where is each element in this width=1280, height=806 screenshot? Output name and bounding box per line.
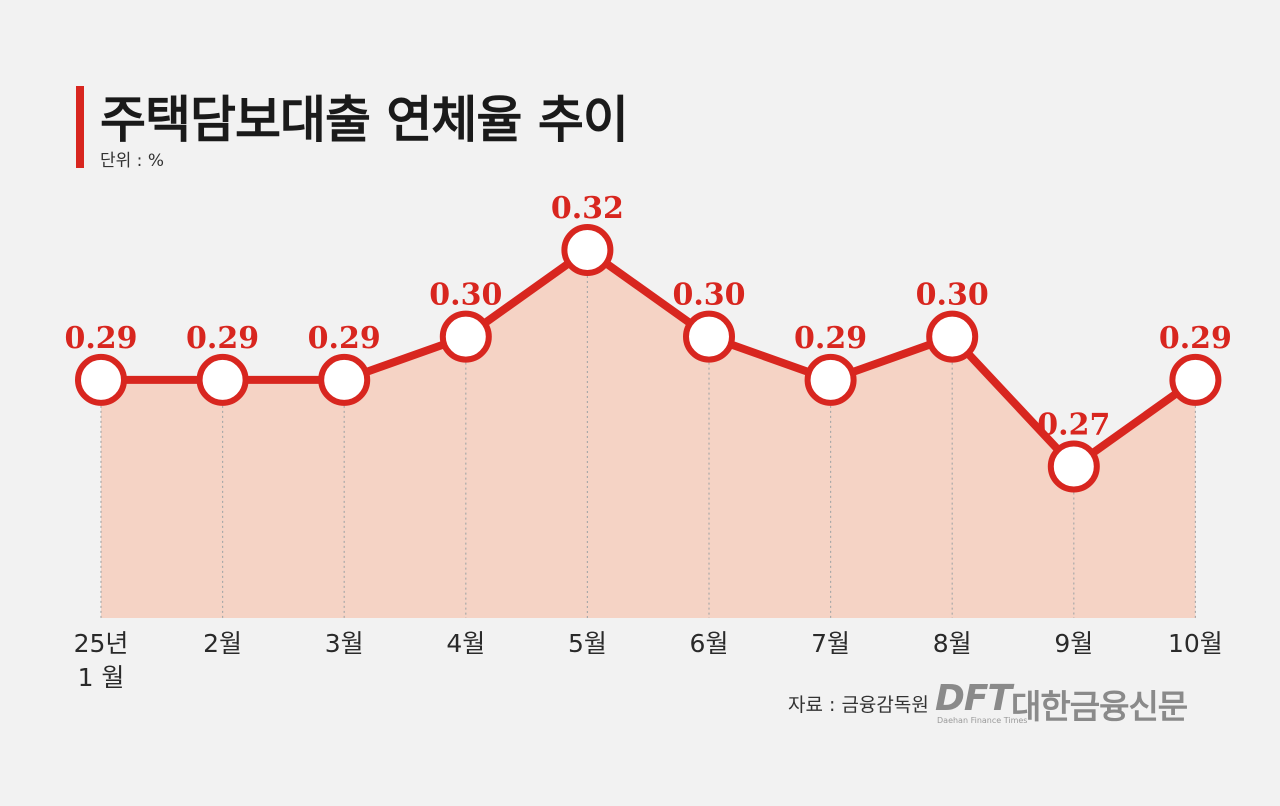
x-tick-label: 4월 bbox=[446, 629, 485, 658]
x-tick-label-line: 8월 bbox=[933, 629, 972, 658]
data-point bbox=[1047, 440, 1100, 493]
x-tick-label-line: 7월 bbox=[811, 629, 850, 658]
logo-mark: DFT bbox=[935, 678, 1012, 719]
data-label: 0.29 bbox=[308, 321, 381, 356]
x-tick-label: 7월 bbox=[811, 629, 850, 658]
data-point bbox=[439, 310, 492, 363]
data-label: 0.30 bbox=[672, 278, 745, 313]
x-tick-label: 10월 bbox=[1168, 629, 1223, 658]
data-point bbox=[804, 353, 857, 406]
source-note: 자료 : 금융감독원 bbox=[788, 694, 929, 716]
x-tick-label-line: 4월 bbox=[446, 629, 485, 658]
data-label: 0.30 bbox=[429, 278, 502, 313]
data-point bbox=[196, 353, 249, 406]
publisher-logo: DFT 대한금융신문 Daehan Finance Times bbox=[935, 678, 1215, 726]
data-label: 0.32 bbox=[551, 191, 624, 226]
x-tick-label-line: 9월 bbox=[1054, 629, 1093, 658]
data-label: 0.29 bbox=[186, 321, 259, 356]
x-tick-label: 5월 bbox=[568, 629, 607, 658]
x-tick-label-line: 2월 bbox=[203, 629, 242, 658]
x-tick-label-line: 10월 bbox=[1168, 629, 1223, 658]
data-label: 0.30 bbox=[916, 278, 989, 313]
x-tick-label: 25년 1 월 bbox=[74, 629, 129, 692]
logo-subtitle: Daehan Finance Times bbox=[937, 716, 1028, 725]
x-tick-label: 3월 bbox=[325, 629, 364, 658]
data-point bbox=[318, 353, 371, 406]
data-label: 0.27 bbox=[1037, 407, 1110, 442]
chart-title: 주택담보대출 연체율 추이 bbox=[100, 91, 629, 149]
data-point bbox=[561, 224, 614, 276]
data-label: 0.29 bbox=[794, 321, 867, 356]
unit-label: 단위 : % bbox=[100, 151, 164, 171]
x-tick-label: 2월 bbox=[203, 629, 242, 658]
data-point bbox=[75, 353, 127, 406]
data-point bbox=[926, 310, 979, 363]
data-label: 0.29 bbox=[64, 321, 137, 356]
data-label: 0.29 bbox=[1159, 321, 1232, 356]
x-tick-label: 6월 bbox=[690, 629, 729, 658]
x-tick-label: 9월 bbox=[1054, 629, 1093, 658]
x-tick-label-line: 1 월 bbox=[78, 663, 125, 692]
title-accent-bar bbox=[76, 86, 84, 168]
data-point bbox=[1169, 353, 1222, 406]
data-point bbox=[683, 310, 735, 363]
x-tick-label-line: 5월 bbox=[568, 629, 607, 658]
x-tick-label-line: 6월 bbox=[690, 629, 729, 658]
area-fill bbox=[101, 250, 1196, 618]
x-tick-label: 8월 bbox=[933, 629, 972, 658]
logo-name: 대한금융신문 bbox=[1011, 687, 1188, 726]
series-line bbox=[101, 246, 1198, 471]
x-tick-label-line: 25년 bbox=[74, 629, 129, 658]
x-tick-label-line: 3월 bbox=[325, 629, 364, 658]
